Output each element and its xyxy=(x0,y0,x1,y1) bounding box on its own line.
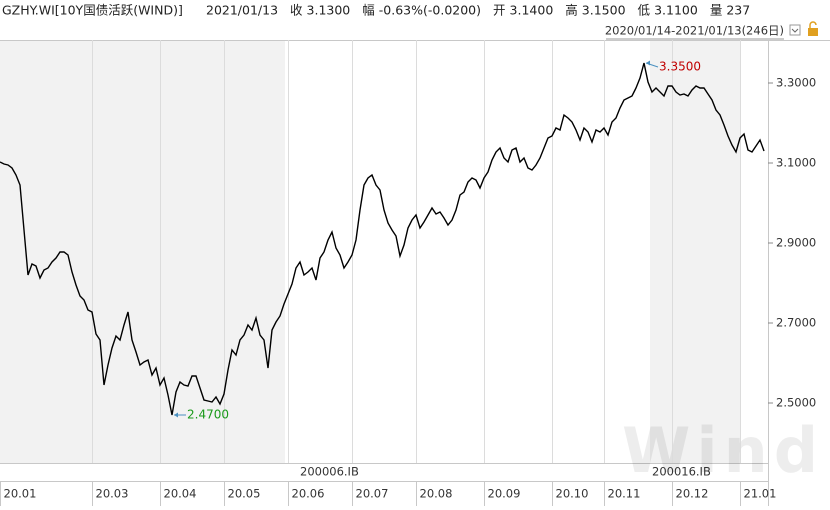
quote-value: 3.1100 xyxy=(654,3,698,18)
x-tick-label: 20.07 xyxy=(356,487,389,501)
x-tick-label: 20.01 xyxy=(4,487,37,501)
quote-value: -0.63%(-0.0200) xyxy=(379,3,481,18)
quote-value: 3.1500 xyxy=(582,3,626,18)
quote-value: 237 xyxy=(726,3,750,18)
x-tick-label: 20.09 xyxy=(488,487,521,501)
y-tick-label: 3.1000 xyxy=(776,156,816,170)
shaded-period xyxy=(0,40,285,463)
range: 2020/01/14-2021/01/13(246日) xyxy=(605,24,784,38)
date: 2021/01/13 xyxy=(206,3,278,18)
quote-label: 低 xyxy=(638,3,651,18)
annotation-arrowhead xyxy=(646,60,650,66)
quote-label: 开 xyxy=(493,3,506,18)
x-tick-label: 20.05 xyxy=(228,487,261,501)
annotation-arrowhead xyxy=(174,412,178,418)
annotation-label: 3.3500 xyxy=(659,60,701,74)
price-line xyxy=(0,62,765,416)
y-tick-label: 2.5000 xyxy=(776,396,816,410)
quote-label: 量 xyxy=(710,3,723,18)
contract-label: 200016.IB xyxy=(652,465,711,479)
title: GZHY.WI[10Y国债活跃(WIND)] xyxy=(2,3,183,18)
annotation-label: 2.4700 xyxy=(187,408,229,422)
icon[interactable] xyxy=(791,28,799,33)
lock-icon xyxy=(809,21,817,28)
x-tick-label: 20.10 xyxy=(556,487,589,501)
watermark: Wind xyxy=(622,414,824,487)
x-tick-label: 20.12 xyxy=(676,487,709,501)
lock-icon[interactable] xyxy=(808,28,818,36)
quote-label: 收 xyxy=(290,3,303,18)
y-tick-label: 2.7000 xyxy=(776,316,816,330)
x-tick-label: 20.08 xyxy=(420,487,453,501)
quote-label: 幅 xyxy=(362,3,375,18)
x-tick-label: 20.03 xyxy=(96,487,129,501)
x-tick-label: 20.11 xyxy=(608,487,641,501)
y-tick-label: 3.3000 xyxy=(776,76,816,90)
x-tick-label: 20.04 xyxy=(164,487,197,501)
x-tick-label: 21.01 xyxy=(744,487,777,501)
icon[interactable] xyxy=(789,24,801,36)
quote-label: 高 xyxy=(565,3,578,18)
shaded-period xyxy=(650,40,740,463)
y-tick-label: 2.9000 xyxy=(776,236,816,250)
quote-value: 3.1300 xyxy=(307,3,351,18)
quote-value: 3.1400 xyxy=(510,3,554,18)
contract-label: 200006.IB xyxy=(300,465,359,479)
x-tick-label: 20.06 xyxy=(292,487,325,501)
